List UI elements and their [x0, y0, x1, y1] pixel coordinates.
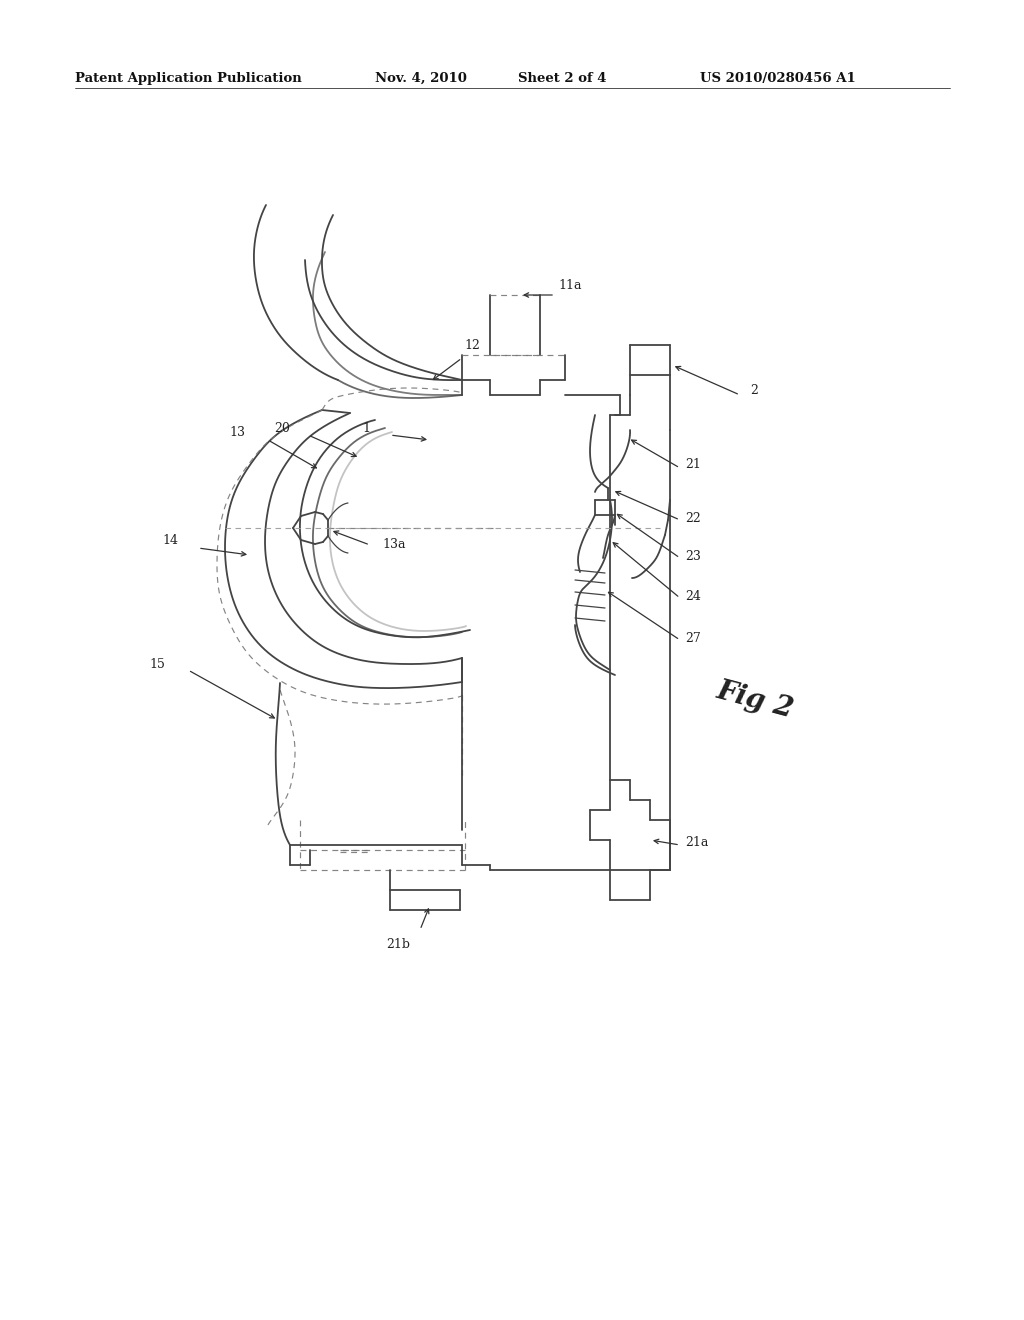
Text: 21: 21 [685, 458, 700, 471]
Text: 13a: 13a [382, 539, 406, 552]
Text: 27: 27 [685, 631, 700, 644]
Text: Fig 2: Fig 2 [714, 677, 797, 723]
Text: Nov. 4, 2010: Nov. 4, 2010 [375, 73, 467, 84]
Text: Sheet 2 of 4: Sheet 2 of 4 [518, 73, 606, 84]
Text: 21b: 21b [386, 939, 410, 950]
Text: 20: 20 [274, 421, 290, 434]
Text: 12: 12 [464, 339, 480, 352]
Text: 1: 1 [362, 421, 370, 434]
Text: US 2010/0280456 A1: US 2010/0280456 A1 [700, 73, 856, 84]
Text: Patent Application Publication: Patent Application Publication [75, 73, 302, 84]
Text: 22: 22 [685, 511, 700, 524]
Text: 24: 24 [685, 590, 700, 602]
Text: 21a: 21a [685, 837, 709, 850]
Text: 15: 15 [150, 659, 165, 672]
Text: 14: 14 [162, 533, 178, 546]
Text: 13: 13 [229, 425, 245, 438]
Text: 23: 23 [685, 549, 700, 562]
Text: 11a: 11a [558, 279, 582, 292]
Text: 2: 2 [750, 384, 758, 396]
